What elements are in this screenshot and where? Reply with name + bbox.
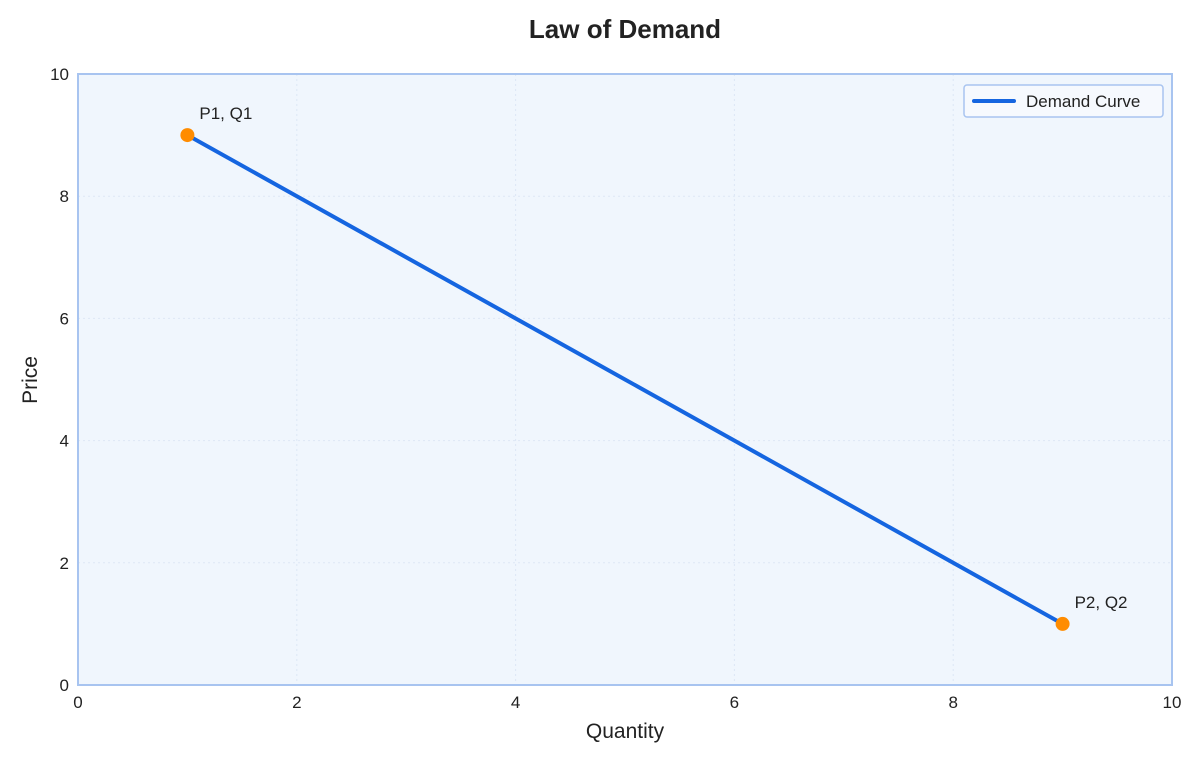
y-axis-label: Price <box>19 356 42 404</box>
legend-label-demand-curve: Demand Curve <box>1026 92 1140 111</box>
x-axis-ticks: 0 2 4 6 8 10 <box>73 693 1181 712</box>
x-tick-label-2: 2 <box>292 693 301 712</box>
x-tick-label-8: 8 <box>948 693 957 712</box>
x-axis-label: Quantity <box>586 720 665 743</box>
y-tick-label-0: 0 <box>60 676 69 695</box>
y-tick-label-8: 8 <box>60 187 69 206</box>
x-tick-label-0: 0 <box>73 693 82 712</box>
points-layer: P1, Q1 P2, Q2 <box>180 104 1128 631</box>
y-tick-label-4: 4 <box>60 432 69 451</box>
plot-border <box>77 73 1173 686</box>
x-tick-label-10: 10 <box>1163 693 1182 712</box>
y-axis-ticks: 0 2 4 6 8 10 <box>50 65 69 695</box>
x-tick-label-6: 6 <box>730 693 739 712</box>
series-line-0 <box>185 133 1065 626</box>
x-tick-label-4: 4 <box>511 693 520 712</box>
y-tick-label-6: 6 <box>60 309 69 328</box>
point-label-1: P1, Q1 <box>199 104 252 123</box>
data-point-2 <box>1055 616 1070 631</box>
series-layer <box>185 133 1065 626</box>
chart-title: Law of Demand <box>529 14 721 44</box>
legend: Demand Curve <box>963 84 1164 118</box>
y-tick-label-10: 10 <box>50 65 69 84</box>
data-point-1 <box>180 128 195 143</box>
grid-lines <box>78 74 1172 685</box>
point-label-2: P2, Q2 <box>1075 593 1128 612</box>
legend-box <box>963 84 1164 118</box>
y-tick-label-2: 2 <box>60 554 69 573</box>
